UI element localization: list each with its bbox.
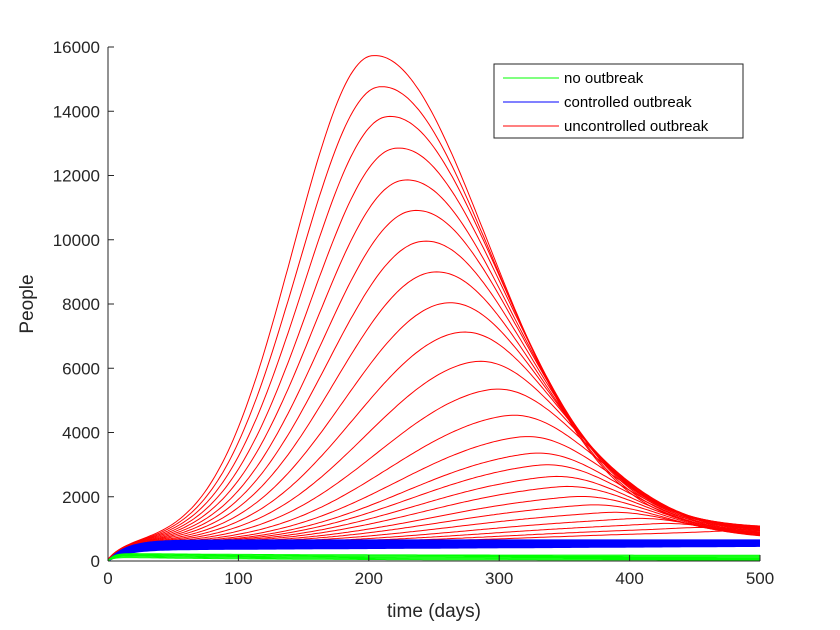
x-tick-label-0: 0 (103, 569, 112, 588)
series-line-no-outbreak-4 (108, 553, 760, 561)
legend: no outbreak controlled outbreak uncontro… (493, 63, 744, 139)
series-line-uncontrolled-outbreak-9 (108, 331, 760, 561)
x-tick-label-300: 300 (485, 569, 513, 588)
legend-label-no-outbreak: no outbreak (564, 70, 644, 87)
tick-labels-layer: 0 100 200 300 400 500 0 2000 4000 6000 8000 10000 12… (53, 38, 774, 588)
curves-layer (108, 55, 760, 561)
x-tick-label-200: 200 (355, 569, 383, 588)
y-tick-label-14000: 14000 (53, 102, 100, 121)
series-line-uncontrolled-outbreak-13 (108, 436, 760, 561)
y-tick-label-10000: 10000 (53, 231, 100, 250)
x-tick-label-100: 100 (224, 569, 252, 588)
series-line-controlled-outbreak-10 (108, 539, 760, 561)
series-line-uncontrolled-outbreak-11 (108, 388, 760, 561)
x-tick-label-400: 400 (615, 569, 643, 588)
x-axis-label: time (days) (387, 601, 481, 622)
series-line-uncontrolled-outbreak-4 (108, 179, 760, 560)
y-tick-label-6000: 6000 (62, 359, 100, 378)
y-tick-label-16000: 16000 (53, 38, 100, 57)
series-line-uncontrolled-outbreak-2 (108, 115, 760, 560)
series-line-no-outbreak-0 (108, 557, 760, 561)
legend-label-uncontrolled-outbreak: uncontrolled outbreak (564, 118, 709, 135)
y-tick-label-0: 0 (91, 552, 100, 571)
y-tick-label-4000: 4000 (62, 424, 100, 443)
series-line-no-outbreak-1 (108, 556, 760, 561)
axes-layer (107, 46, 761, 562)
series-line-uncontrolled-outbreak-1 (108, 86, 760, 560)
y-axis-label: People (17, 274, 38, 333)
y-tick-label-8000: 8000 (62, 295, 100, 314)
series-line-no-outbreak-3 (108, 554, 760, 561)
legend-label-controlled-outbreak: controlled outbreak (564, 94, 692, 111)
series-line-no-outbreak-2 (108, 555, 760, 561)
y-tick-label-12000: 12000 (53, 167, 100, 186)
series-line-no-outbreak-5 (108, 553, 760, 561)
y-tick-label-2000: 2000 (62, 488, 100, 507)
x-tick-label-500: 500 (746, 569, 774, 588)
series-line-uncontrolled-outbreak-12 (108, 414, 760, 561)
